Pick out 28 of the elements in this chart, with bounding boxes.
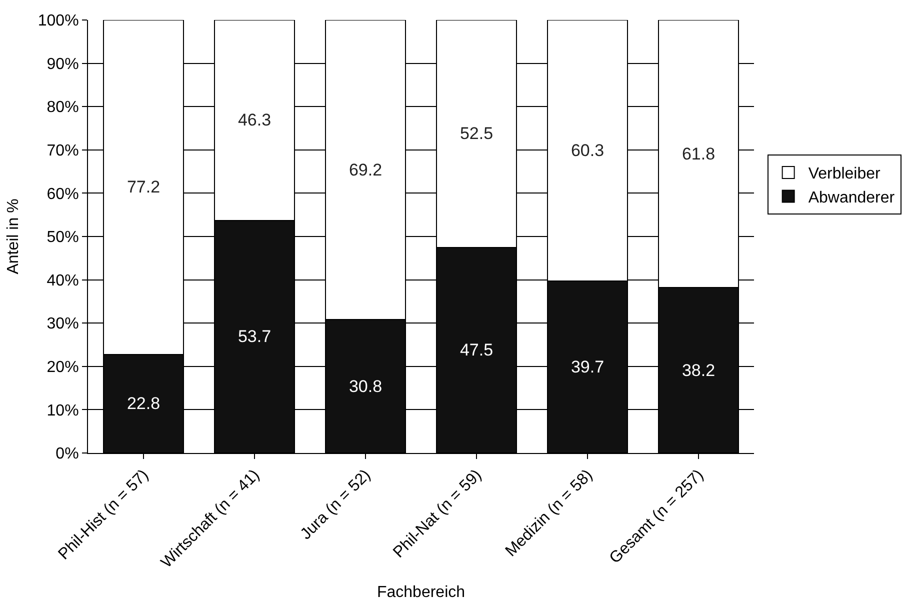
legend-label: Abwanderer (808, 189, 896, 206)
y-tick-label: 60% (46, 186, 79, 203)
y-tick-label: 40% (46, 272, 79, 290)
data-label: 30.8 (348, 376, 382, 396)
data-label: 61.8 (682, 144, 716, 164)
data-label: 39.7 (570, 358, 604, 377)
data-label: 22.8 (126, 394, 160, 414)
data-label: 53.7 (238, 327, 272, 346)
data-label: 52.5 (460, 124, 494, 144)
y-tick-label: 30% (46, 316, 79, 333)
data-label: 47.5 (460, 340, 494, 360)
y-tick-label: 10% (46, 402, 79, 420)
y-tick-label: 20% (46, 359, 79, 376)
y-tick-label: 100% (38, 12, 79, 30)
data-label: 69.2 (348, 160, 382, 180)
data-label: 77.2 (126, 178, 160, 197)
y-tick-label: 80% (46, 99, 79, 116)
y-tick-label: 0% (56, 446, 79, 463)
legend-label: Verbleiber (808, 166, 882, 183)
data-label: 46.3 (238, 110, 272, 130)
y-tick-label: 90% (46, 56, 79, 73)
x-tick-label: Jura (n = 52) (298, 466, 374, 544)
data-label: 60.3 (570, 141, 604, 160)
x-axis-title: Fachbereich (376, 584, 466, 602)
data-label: 38.2 (682, 360, 716, 380)
y-axis-title: Anteil in % (4, 198, 22, 274)
y-tick-label: 50% (46, 229, 79, 246)
y-tick-label: 70% (46, 142, 79, 160)
